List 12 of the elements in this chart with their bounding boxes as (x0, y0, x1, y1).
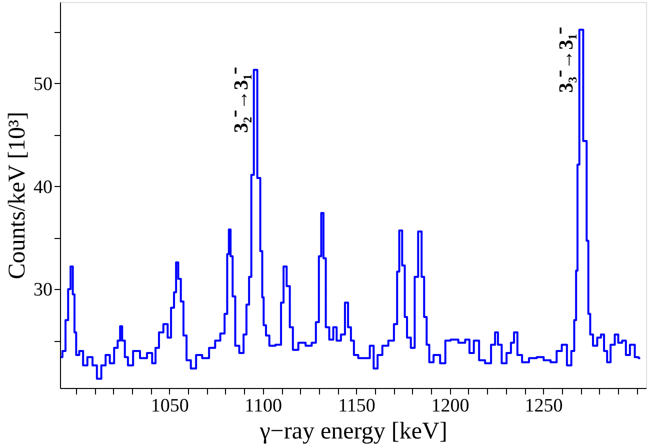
x-tick-label: 1250 (524, 396, 563, 416)
annotation: 3₂⁻→3₁⁻ (230, 66, 253, 133)
y-tick-label: 50 (34, 74, 52, 95)
y-tick-label: 40 (34, 176, 52, 198)
y-tick-label: 30 (34, 280, 52, 301)
y-axis-title: Counts/keV [10³] (4, 112, 30, 280)
annotation: 3₃⁻→3₁⁻ (556, 26, 578, 93)
x-axis-title: γ−ray energy [keV] (258, 418, 448, 444)
x-tick-label: 1050 (150, 396, 189, 416)
x-tick-label: 1150 (338, 396, 376, 416)
x-tick-label: 1200 (431, 396, 470, 416)
x-tick-label: 1100 (244, 396, 282, 416)
